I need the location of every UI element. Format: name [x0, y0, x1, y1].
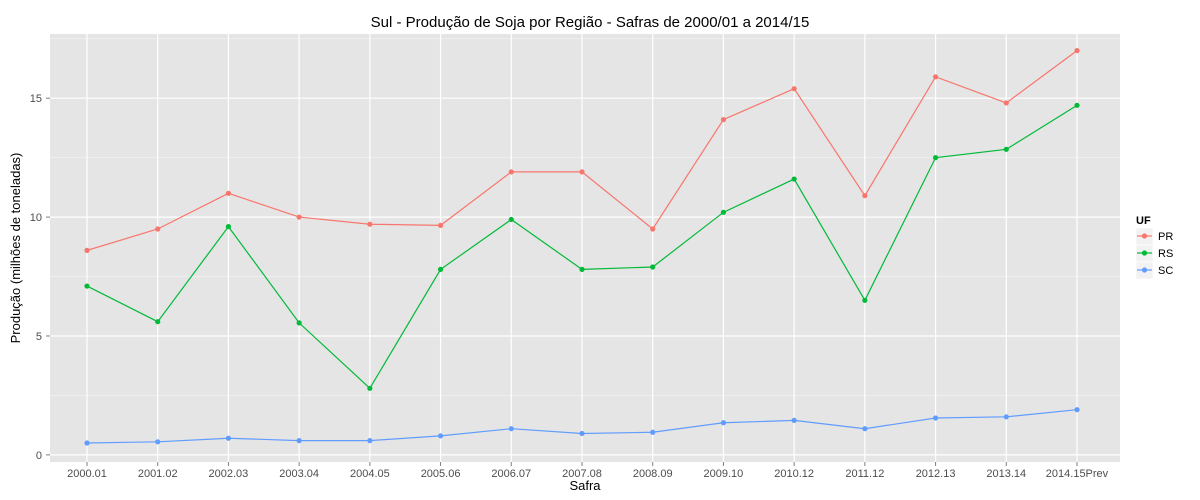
x-tick-label: 2008.09	[633, 468, 673, 480]
data-point	[84, 247, 90, 253]
data-point	[1074, 407, 1080, 413]
data-point	[791, 417, 797, 423]
data-point	[720, 117, 727, 123]
x-tick-label: 2010.12	[774, 468, 814, 480]
data-point	[155, 226, 161, 232]
data-point	[296, 438, 302, 444]
y-tick-label: 0	[36, 450, 42, 462]
data-point	[508, 169, 514, 175]
legend-key-point	[1141, 233, 1148, 239]
x-tick-label: 2009.10	[704, 468, 744, 480]
data-point	[862, 193, 868, 199]
x-tick-label: 2001.02	[138, 468, 178, 480]
data-point	[225, 435, 232, 441]
data-point	[84, 440, 90, 446]
x-tick-label: 2012.13	[916, 468, 956, 480]
data-point	[650, 429, 656, 435]
x-tick-label: 2014.15Prev	[1046, 468, 1109, 480]
data-point	[296, 320, 302, 326]
data-point	[367, 438, 373, 444]
data-point	[508, 216, 514, 223]
data-point	[437, 222, 444, 229]
y-tick-label: 5	[36, 331, 42, 343]
data-point	[508, 426, 514, 432]
y-tick-label: 15	[30, 93, 42, 105]
legend-key-point	[1141, 250, 1148, 256]
data-point	[720, 420, 727, 426]
y-axis-title: Produção (milhões de toneladas)	[8, 153, 23, 344]
x-tick-label: 2004.05	[350, 468, 390, 480]
x-tick-label: 2013.14	[986, 468, 1026, 480]
data-point	[155, 319, 161, 325]
chart-title: Sul - Produção de Soja por Região - Safr…	[371, 14, 810, 31]
x-tick-label: 2000.01	[67, 468, 107, 480]
data-point	[720, 209, 727, 215]
data-point	[84, 283, 90, 289]
data-point	[862, 297, 868, 303]
legend-item-pr: PR	[1135, 227, 1173, 246]
series-sc	[84, 407, 1080, 446]
data-point	[367, 221, 373, 227]
data-point	[155, 439, 161, 445]
legend-label: RS	[1158, 248, 1173, 260]
data-point	[791, 176, 797, 182]
data-point	[579, 169, 585, 175]
data-point	[437, 266, 444, 272]
data-point	[932, 415, 939, 421]
series-rs	[84, 102, 1080, 391]
data-point	[225, 190, 232, 196]
legend-label: SC	[1158, 265, 1173, 277]
series-pr	[84, 48, 1080, 253]
data-point	[1003, 100, 1009, 106]
x-tick-label: 2002.03	[209, 468, 249, 480]
legend: UF PR RS SC	[1135, 215, 1173, 280]
y-tick-label: 10	[30, 212, 42, 224]
legend-key-point	[1141, 267, 1148, 273]
legend-item-sc: SC	[1135, 261, 1173, 280]
data-point	[1003, 414, 1009, 420]
data-point	[1074, 102, 1080, 108]
x-tick-label: 2006.07	[491, 468, 531, 480]
data-point	[225, 224, 232, 230]
data-point	[437, 433, 444, 439]
data-point	[1003, 146, 1009, 152]
axis-ticks: 0 5 10 15 2000.01 2001.02 2002.03 2003.04 2004.0…	[30, 93, 1109, 480]
data-point	[650, 226, 656, 232]
data-point	[1074, 48, 1080, 54]
data-point	[650, 264, 656, 270]
gridlines	[50, 34, 1120, 462]
data-point	[932, 155, 939, 161]
data-point	[579, 430, 585, 437]
data-point	[932, 74, 939, 80]
x-tick-label: 2005.06	[421, 468, 461, 480]
x-axis-title: Safra	[569, 478, 601, 493]
x-tick-label: 2007.08	[562, 468, 602, 480]
data-point	[296, 214, 302, 220]
x-tick-label: 2011.12	[845, 468, 884, 480]
legend-item-rs: RS	[1135, 244, 1173, 263]
series-layer	[84, 48, 1080, 446]
x-tick-label: 2003.04	[279, 468, 319, 480]
legend-title: UF	[1136, 215, 1151, 227]
data-point	[579, 266, 585, 272]
data-point	[791, 86, 797, 92]
data-point	[367, 385, 373, 391]
legend-label: PR	[1158, 231, 1173, 243]
data-point	[862, 426, 868, 432]
